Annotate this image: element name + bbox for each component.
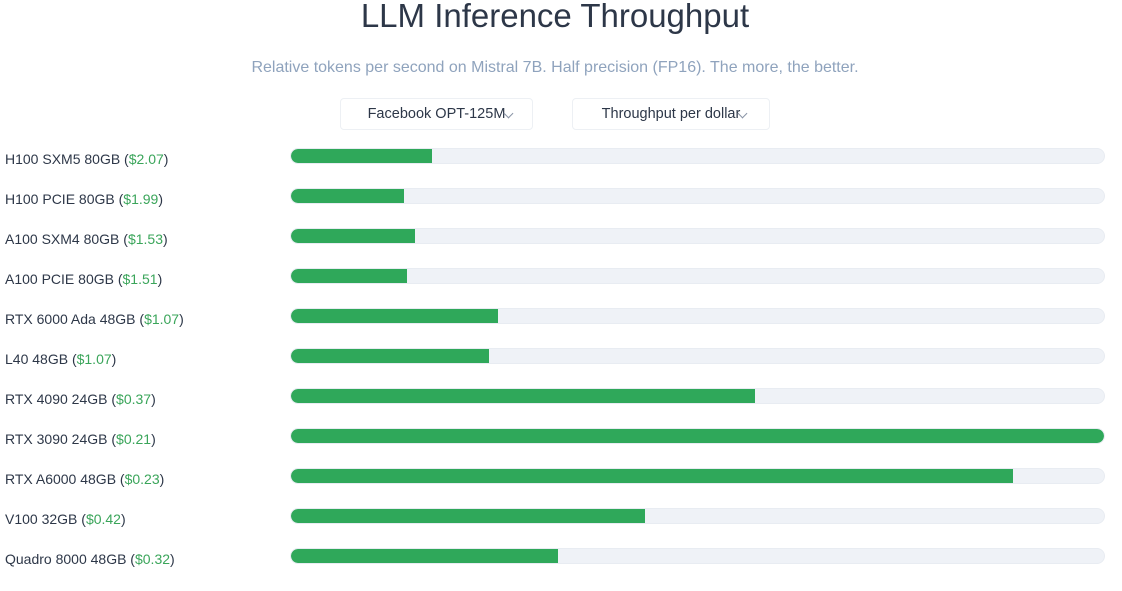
gpu-name: H100 SXM5 80GB (	[5, 151, 129, 167]
gpu-price-paren: )	[179, 311, 184, 327]
bar	[291, 509, 645, 523]
gpu-price: $1.51	[122, 271, 158, 287]
bar-track	[290, 148, 1105, 164]
chart-row: H100 PCIE 80GB ($1.99)	[0, 180, 1122, 220]
bar-track	[290, 268, 1105, 284]
bar	[291, 269, 408, 283]
gpu-name: RTX 6000 Ada 48GB (	[5, 311, 145, 327]
bar-label: L40 48GB ($1.07)	[5, 350, 116, 368]
gpu-price-paren: )	[170, 551, 175, 567]
bar-label: A100 SXM4 80GB ($1.53)	[5, 230, 168, 248]
gpu-name: RTX 4090 24GB (	[5, 391, 117, 407]
gpu-price-paren: )	[111, 351, 117, 367]
gpu-price: $1.99	[123, 191, 159, 207]
gpu-name: RTX A6000 48GB (	[5, 471, 125, 487]
chart-row: A100 SXM4 80GB ($1.53)	[0, 220, 1122, 260]
bar-track	[290, 468, 1105, 484]
gpu-name: A100 PCIE 80GB (	[5, 271, 123, 287]
bar-track	[290, 228, 1105, 244]
gpu-name: L40 48GB (	[5, 351, 77, 367]
chart-row: A100 PCIE 80GB ($1.51)	[0, 260, 1122, 300]
gpu-price-paren: )	[151, 391, 156, 407]
bar	[291, 349, 490, 363]
metric-select-value: Throughput per dollar	[601, 106, 741, 122]
bar-label: V100 32GB ($0.42)	[5, 510, 126, 528]
bar-track	[290, 548, 1105, 564]
bar	[291, 189, 404, 203]
gpu-price-paren: )	[157, 271, 163, 287]
bar-label: RTX A6000 48GB ($0.23)	[5, 470, 164, 488]
bar-track	[290, 508, 1105, 524]
chart-title: LLM Inference Throughput	[360, 0, 750, 34]
bar-label: RTX 4090 24GB ($0.37)	[5, 390, 156, 408]
bar	[291, 229, 416, 243]
chart-row: RTX 6000 Ada 48GB ($1.07)	[0, 300, 1122, 340]
bar-label: RTX 3090 24GB ($0.21)	[5, 430, 156, 448]
chart-subtitle: Relative tokens per second on Mistral 7B…	[251, 59, 859, 76]
bar-label: RTX 6000 Ada 48GB ($1.07)	[5, 310, 184, 328]
bar-track	[290, 428, 1105, 444]
bar	[291, 149, 432, 163]
bar-label: A100 PCIE 80GB ($1.51)	[5, 270, 162, 288]
bar	[291, 309, 498, 323]
bar-track	[290, 348, 1105, 364]
gpu-price: $1.53	[127, 231, 163, 247]
chart-row: H100 SXM5 80GB ($2.07)	[0, 140, 1122, 180]
gpu-price-paren: )	[158, 191, 163, 207]
chart-row: RTX 4090 24GB ($0.37)	[0, 380, 1122, 420]
metric-select[interactable]: Throughput per dollar	[572, 98, 770, 130]
gpu-name: H100 PCIE 80GB (	[5, 191, 124, 207]
gpu-price-paren: )	[159, 471, 165, 487]
chart-row: RTX A6000 48GB ($0.23)	[0, 460, 1122, 500]
bar-label: Quadro 8000 48GB ($0.32)	[5, 550, 175, 568]
bar	[291, 389, 756, 403]
gpu-name: Quadro 8000 48GB (	[5, 551, 135, 567]
bar	[291, 429, 1104, 443]
chart-row: V100 32GB ($0.42)	[0, 500, 1122, 540]
gpu-price: $2.07	[128, 151, 164, 167]
gpu-price: $0.23	[124, 471, 160, 487]
gpu-price-paren: )	[151, 431, 156, 447]
bar-track	[290, 308, 1105, 324]
bar-label: H100 SXM5 80GB ($2.07)	[5, 150, 168, 168]
gpu-name: A100 SXM4 80GB (	[5, 231, 128, 247]
bar	[291, 469, 1013, 483]
bar-track	[290, 388, 1105, 404]
gpu-price: $0.42	[85, 511, 121, 527]
gpu-price: $0.32	[134, 551, 171, 567]
gpu-price: $1.07	[76, 351, 112, 367]
gpu-price: $1.07	[144, 311, 180, 327]
chart-row: Quadro 8000 48GB ($0.32)	[0, 540, 1122, 580]
gpu-price-paren: )	[163, 151, 169, 167]
gpu-price-paren: )	[163, 231, 168, 247]
gpu-name: V100 32GB (	[5, 511, 86, 527]
gpu-price: $0.37	[116, 391, 152, 407]
model-select[interactable]: Facebook OPT-125M	[340, 98, 533, 130]
bar	[291, 549, 558, 563]
bar-track	[290, 188, 1105, 204]
chart-row: RTX 3090 24GB ($0.21)	[0, 420, 1122, 460]
gpu-name: RTX 3090 24GB (	[5, 431, 117, 447]
model-select-value: Facebook OPT-125M	[367, 106, 506, 122]
gpu-price: $0.21	[116, 431, 152, 447]
bar-label: H100 PCIE 80GB ($1.99)	[5, 190, 163, 208]
gpu-price-paren: )	[120, 511, 126, 527]
chart-row: L40 48GB ($1.07)	[0, 340, 1122, 380]
